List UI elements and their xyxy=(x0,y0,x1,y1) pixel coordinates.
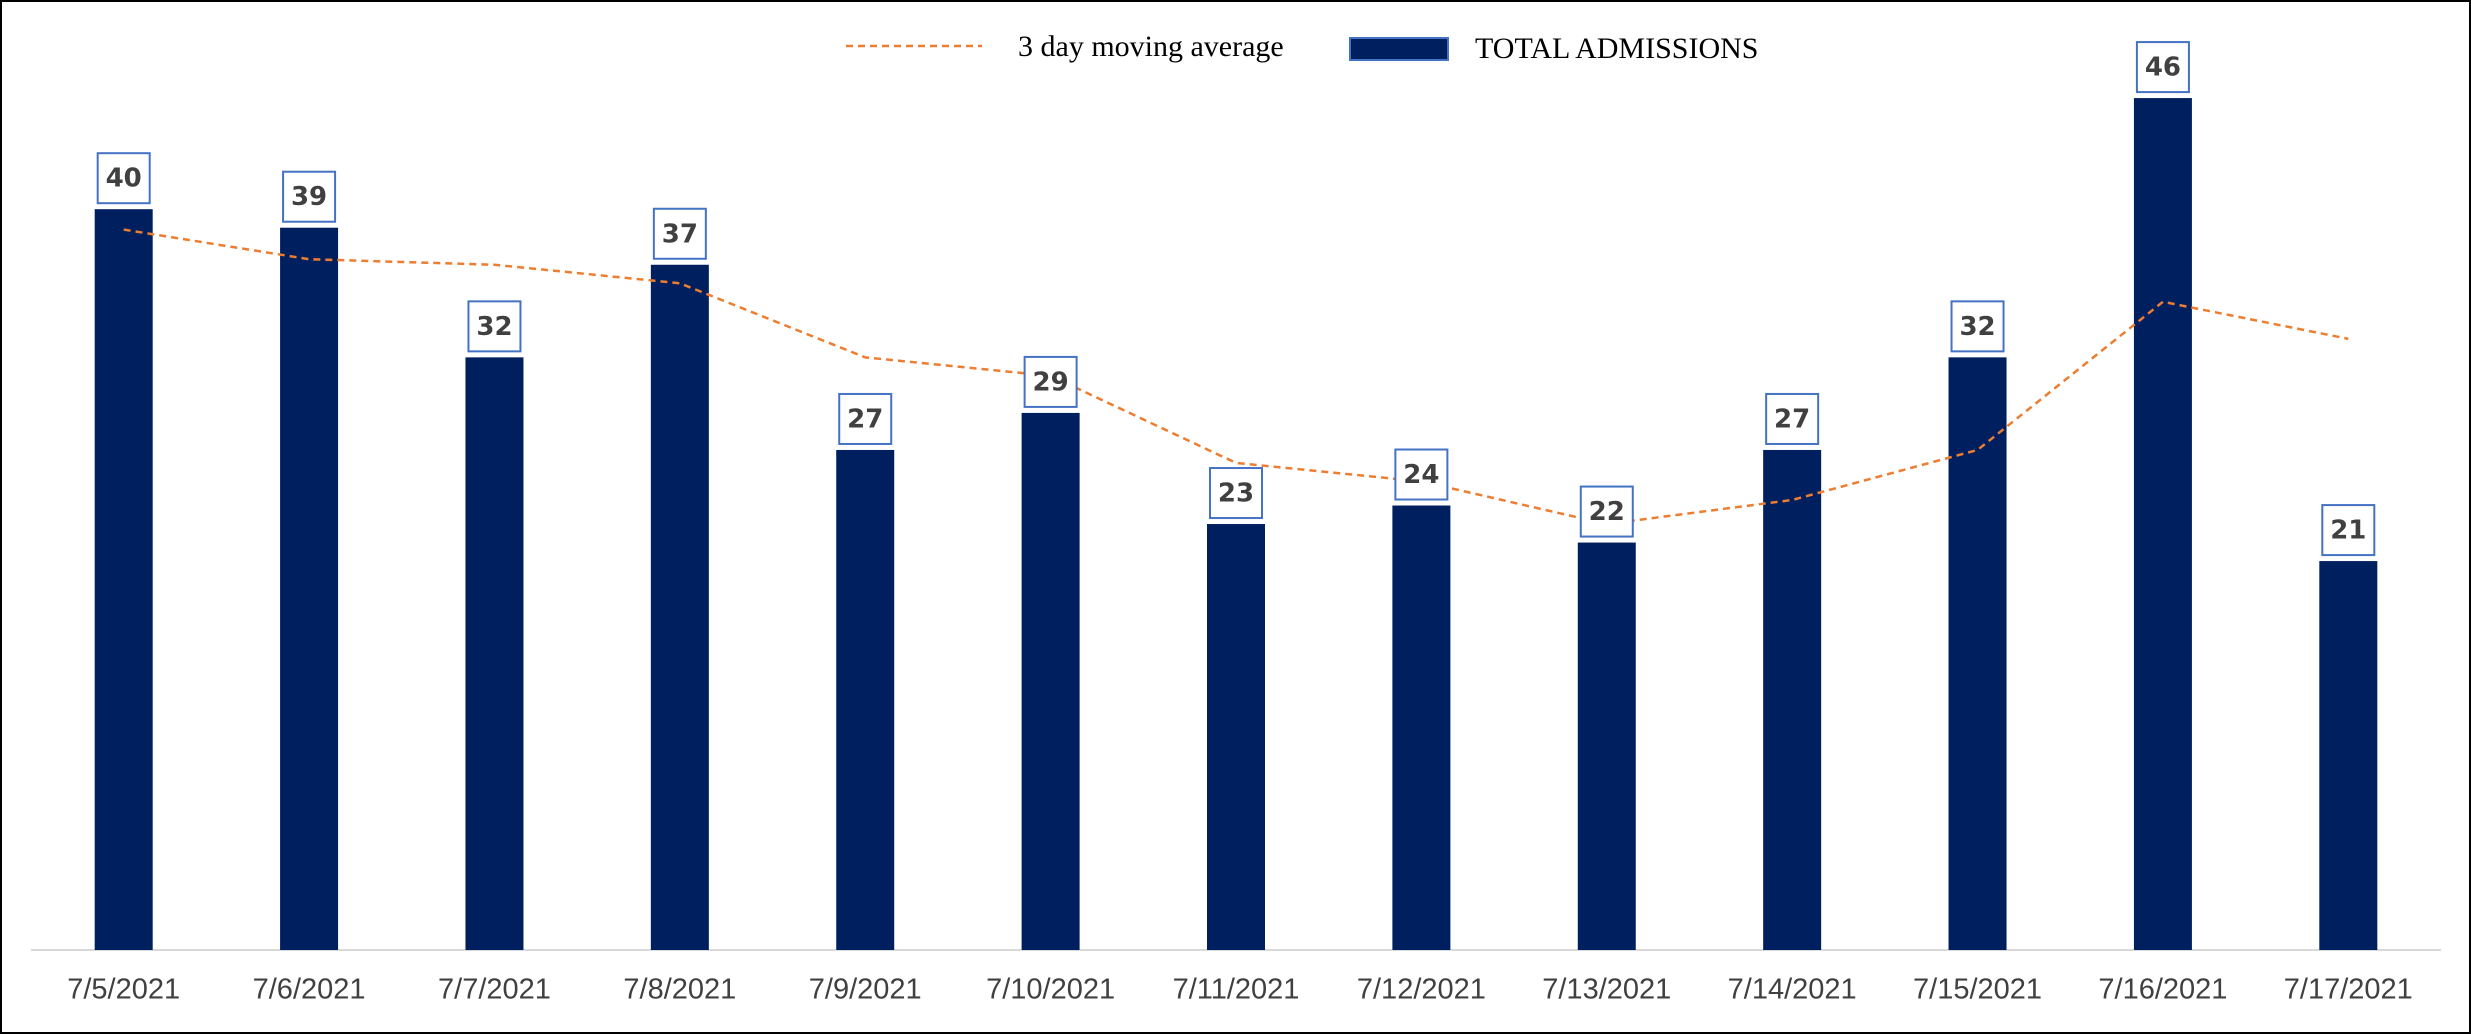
x-tick-label: 7/5/2021 xyxy=(67,974,180,1006)
data-label: 23 xyxy=(1218,479,1254,509)
data-label-box xyxy=(1209,467,1263,520)
bar xyxy=(1392,505,1451,950)
data-label-box xyxy=(2321,504,2376,557)
data-label: 39 xyxy=(291,182,327,212)
data-label: 37 xyxy=(662,219,698,249)
data-label: 29 xyxy=(1033,367,1069,397)
bar xyxy=(1948,357,2007,950)
bar xyxy=(280,227,339,951)
bar xyxy=(2319,561,2378,950)
bar xyxy=(1763,449,1822,950)
data-label-box xyxy=(2135,41,2190,94)
x-tick-label: 7/11/2021 xyxy=(1173,974,1300,1006)
data-label: 24 xyxy=(1403,460,1439,490)
data-label-box xyxy=(1023,355,1078,408)
x-tick-label: 7/14/2021 xyxy=(1728,974,1857,1006)
x-tick-label: 7/16/2021 xyxy=(2098,974,2227,1006)
bar xyxy=(1021,412,1080,950)
data-label-box xyxy=(96,152,151,205)
x-tick-label: 7/10/2021 xyxy=(986,974,1115,1006)
x-tick-label: 7/9/2021 xyxy=(809,974,922,1006)
legend-label: TOTAL ADMISSIONS xyxy=(1475,32,1758,65)
x-tick-label: 7/13/2021 xyxy=(1542,974,1671,1006)
data-label: 32 xyxy=(1959,312,1995,342)
data-label-box xyxy=(1950,300,2005,353)
data-label: 22 xyxy=(1589,497,1625,527)
data-label-box xyxy=(1765,392,1820,445)
x-tick-label: 7/6/2021 xyxy=(253,974,366,1006)
x-tick-label: 7/17/2021 xyxy=(2284,974,2413,1006)
x-tick-label: 7/15/2021 xyxy=(1913,974,2042,1006)
data-label-box xyxy=(838,392,893,445)
bar xyxy=(650,264,709,950)
x-tick-label: 7/8/2021 xyxy=(623,974,736,1006)
bar xyxy=(2133,98,2192,950)
bar xyxy=(465,357,524,950)
data-label: 46 xyxy=(2145,53,2181,83)
x-tick-label: 7/7/2021 xyxy=(438,974,551,1006)
data-label-box xyxy=(467,300,522,353)
data-label-box xyxy=(1394,448,1449,501)
data-label: 32 xyxy=(476,312,512,342)
data-label-box xyxy=(652,207,707,260)
bar xyxy=(836,449,895,950)
data-label: 27 xyxy=(1774,404,1810,434)
bar xyxy=(94,209,153,950)
data-label: 40 xyxy=(106,164,142,194)
moving-average-line xyxy=(123,228,2349,526)
bar xyxy=(1577,542,1636,950)
bar xyxy=(1207,524,1265,950)
legend-label: 3 day moving average xyxy=(1018,30,1284,63)
data-label: 27 xyxy=(847,404,883,434)
legend-swatch xyxy=(1349,37,1449,61)
x-tick-label: 7/12/2021 xyxy=(1357,974,1486,1006)
data-label-box xyxy=(1579,485,1634,538)
data-label-box xyxy=(282,170,337,223)
data-label: 21 xyxy=(2330,516,2366,546)
